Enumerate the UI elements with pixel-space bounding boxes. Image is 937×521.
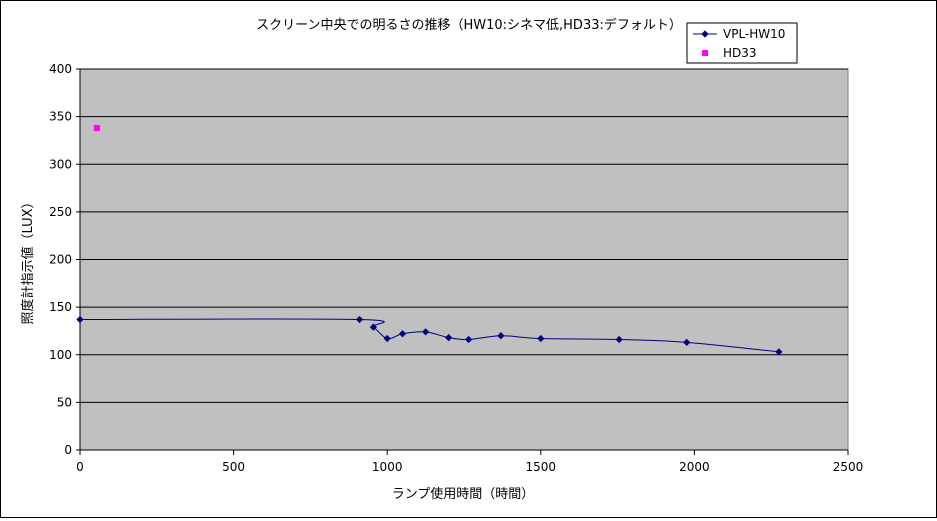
x-tick-label: 1000 — [372, 460, 403, 474]
data-point — [355, 315, 364, 324]
data-point — [369, 323, 378, 331]
y-tick-label: 300 — [49, 157, 72, 171]
data-point — [93, 125, 100, 132]
data-point — [775, 348, 783, 356]
y-tick-label: 150 — [49, 300, 72, 314]
data-point — [683, 338, 691, 346]
legend: VPL-HW10 HD33 — [686, 22, 798, 64]
y-tick-label: 0 — [64, 443, 72, 457]
data-point — [383, 334, 391, 343]
legend-marker — [701, 30, 709, 38]
y-axis-label: 照度計指示値（LUX） — [20, 195, 36, 324]
data-point — [537, 334, 545, 343]
y-tick-label: 400 — [49, 62, 72, 76]
data-point — [76, 315, 84, 324]
x-tick-label: 500 — [222, 460, 245, 474]
y-tick-label: 250 — [49, 205, 72, 219]
data-point — [398, 330, 407, 338]
legend-label: HD33 — [723, 46, 757, 60]
data-point — [445, 333, 453, 342]
legend-box — [686, 22, 798, 64]
y-tick-label: 50 — [57, 395, 72, 409]
x-axis-label: ランプ使用時間（時間） — [392, 486, 535, 502]
plot-area: 0 50 100 150 200 250 300 350 400 0 500 1000 1500 2000… — [49, 62, 863, 474]
data-point — [421, 328, 430, 336]
y-tick-label: 100 — [49, 348, 72, 362]
legend-label: VPL-HW10 — [723, 27, 785, 41]
x-tick-label: 1500 — [526, 460, 557, 474]
data-point — [464, 335, 473, 344]
x-tick-label: 0 — [76, 460, 84, 474]
legend-marker — [702, 50, 708, 56]
y-tick-label: 350 — [49, 110, 72, 124]
data-point — [497, 332, 505, 340]
x-tick-label: 2000 — [679, 460, 710, 474]
y-tick-label: 200 — [49, 253, 72, 267]
chart-title: スクリーン中央での明るさの推移（HW10:シネマ低,HD33:デフォルト） — [256, 17, 682, 33]
x-tick-label: 2500 — [833, 460, 864, 474]
data-point — [615, 335, 623, 344]
